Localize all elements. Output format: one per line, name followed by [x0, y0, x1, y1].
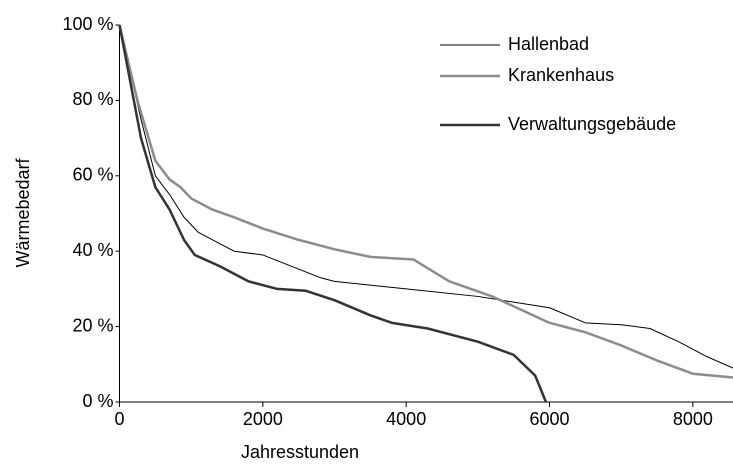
- x-tick-label: 2000: [243, 409, 283, 429]
- y-tick-label: 20 %: [72, 315, 113, 335]
- legend-label: Krankenhaus: [508, 65, 614, 85]
- line-series: [118, 24, 733, 379]
- x-tick-label: 6000: [529, 409, 569, 429]
- y-tick-label: 80 %: [72, 89, 113, 109]
- x-axis-label: Jahresstunden: [241, 442, 359, 462]
- y-tick-label: 40 %: [72, 240, 113, 260]
- x-tick-label: 0: [114, 409, 124, 429]
- y-tick-label: 0 %: [82, 391, 113, 411]
- legend-label: Hallenbad: [508, 34, 589, 54]
- y-tick-label: 100 %: [62, 14, 113, 34]
- legend-label: Verwaltungsgebäude: [508, 114, 676, 134]
- y-axis-label: Wärmebedarf: [13, 157, 33, 267]
- y-tick-label: 60 %: [72, 165, 113, 185]
- x-tick-label: 4000: [386, 409, 426, 429]
- line-series: [119, 24, 733, 369]
- x-tick-label: 8000: [673, 409, 713, 429]
- line-series: [118, 24, 548, 403]
